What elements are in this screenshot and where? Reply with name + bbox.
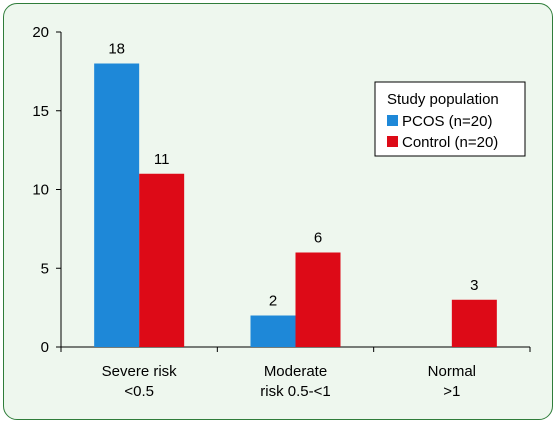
data-label: 3: [470, 277, 478, 294]
bar: [250, 315, 296, 347]
x-tick-label: <0.5: [124, 383, 154, 400]
legend-label-control: Control (n=20): [402, 134, 498, 151]
legend-swatch-control: [387, 136, 398, 147]
legend: Study population PCOS (n=20) Control (n=…: [374, 81, 526, 157]
legend-swatch-pcos: [387, 115, 398, 126]
y-tick-label: 0: [41, 339, 49, 356]
data-label: 6: [314, 230, 322, 247]
y-tick-label: 15: [32, 103, 49, 120]
y-tick-label: 20: [32, 24, 49, 41]
y-tick-label: 10: [32, 182, 49, 199]
x-tick-label: >1: [443, 383, 460, 400]
x-tick-label: risk 0.5-<1: [260, 383, 330, 400]
x-tick-label: Normal: [428, 363, 476, 380]
x-tick-label: Moderate: [264, 363, 327, 380]
bar: [451, 299, 497, 347]
bar: [139, 173, 185, 347]
data-label: 11: [154, 151, 170, 168]
data-label: 18: [108, 41, 125, 58]
data-label: 2: [269, 293, 277, 310]
legend-box: [374, 81, 526, 157]
x-tick-label: Severe risk: [102, 363, 178, 380]
bar: [94, 63, 140, 347]
legend-label-pcos: PCOS (n=20): [402, 113, 492, 130]
legend-title: Study population: [387, 91, 499, 108]
y-tick-label: 5: [41, 260, 49, 277]
bar: [295, 252, 341, 347]
